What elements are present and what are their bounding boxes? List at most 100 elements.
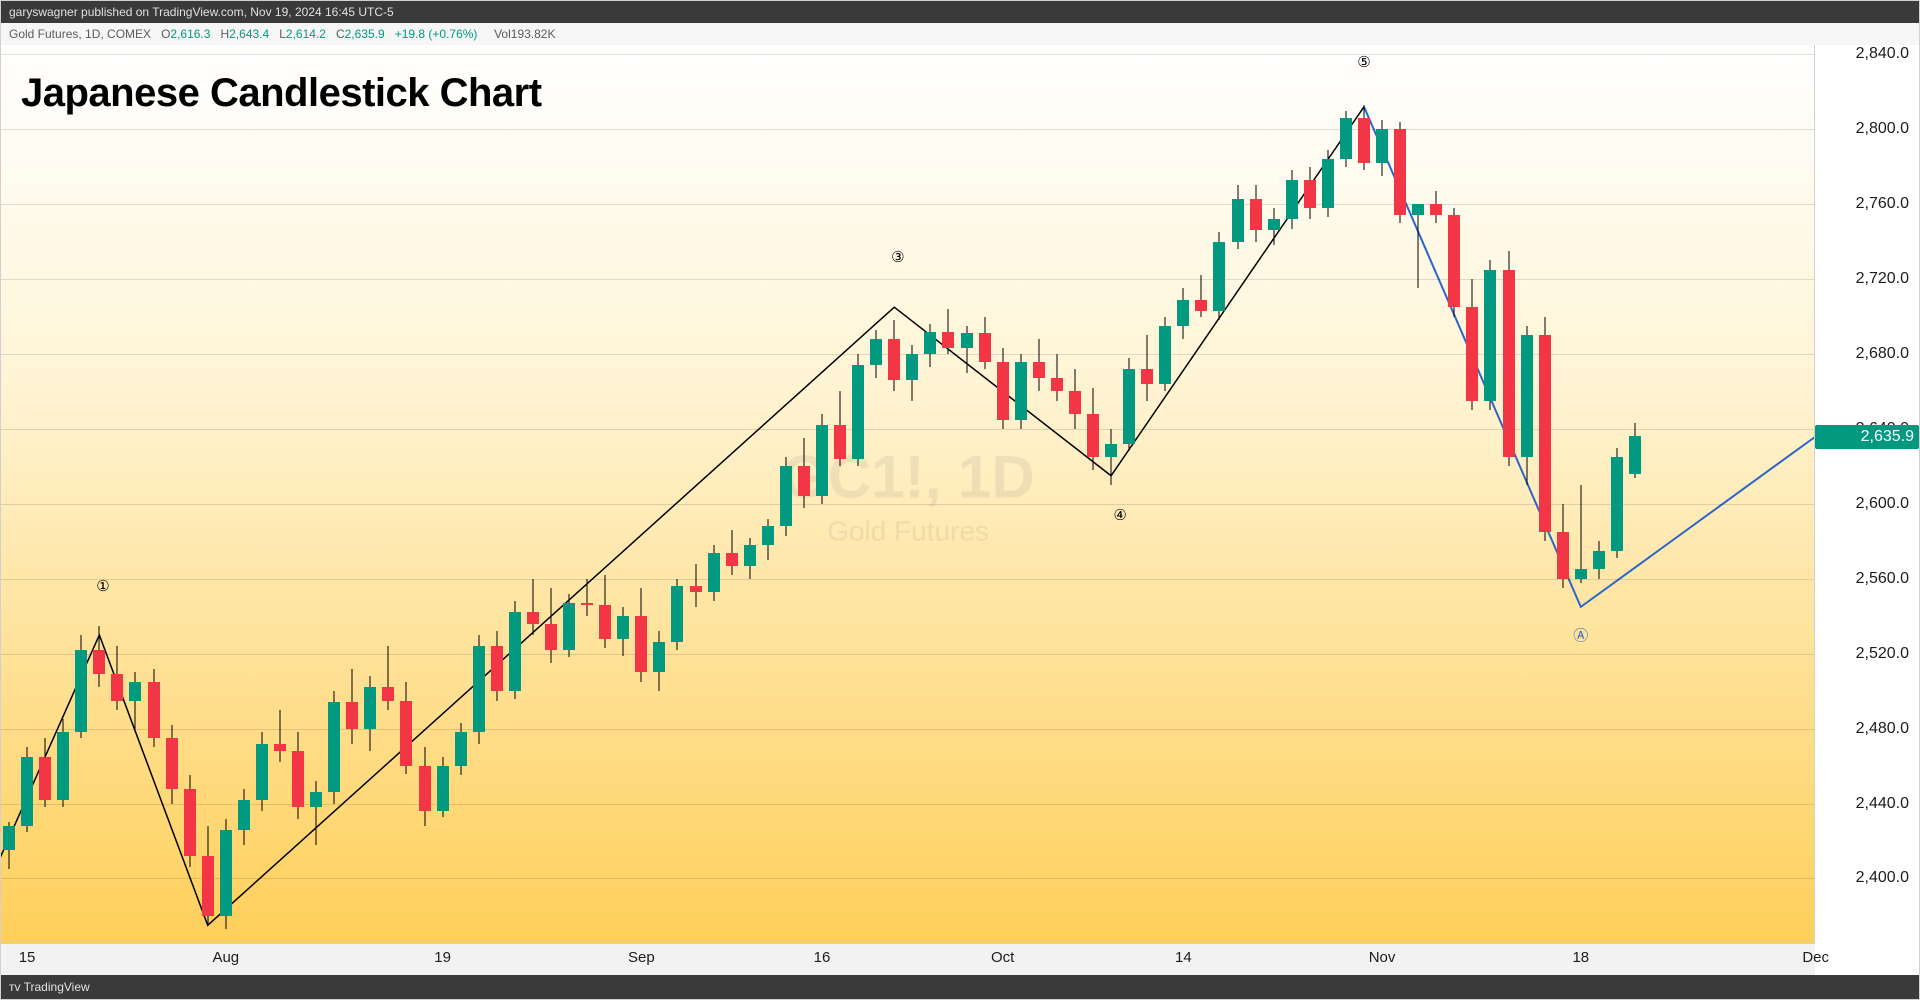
candle[interactable]: [671, 45, 683, 944]
candle[interactable]: [1611, 45, 1623, 944]
candle[interactable]: [1340, 45, 1352, 944]
candle[interactable]: [21, 45, 33, 944]
candle[interactable]: [491, 45, 503, 944]
candle[interactable]: [310, 45, 322, 944]
date-axis[interactable]: 15Aug19Sep16Oct14Nov18Dec: [1, 943, 1815, 975]
candle[interactable]: [1015, 45, 1027, 944]
candle[interactable]: [292, 45, 304, 944]
candle[interactable]: [148, 45, 160, 944]
candle[interactable]: [1177, 45, 1189, 944]
candle[interactable]: [816, 45, 828, 944]
candle[interactable]: [1304, 45, 1316, 944]
candle[interactable]: [57, 45, 69, 944]
candle[interactable]: [129, 45, 141, 944]
candle[interactable]: [382, 45, 394, 944]
candle[interactable]: [509, 45, 521, 944]
candle[interactable]: [1557, 45, 1569, 944]
candle[interactable]: [328, 45, 340, 944]
candle[interactable]: [1539, 45, 1551, 944]
candle[interactable]: [1412, 45, 1424, 944]
candle[interactable]: [1250, 45, 1262, 944]
candle[interactable]: [1087, 45, 1099, 944]
candle[interactable]: [635, 45, 647, 944]
candle[interactable]: [1629, 45, 1641, 944]
candle[interactable]: [617, 45, 629, 944]
candle-body: [961, 333, 973, 348]
candle[interactable]: [256, 45, 268, 944]
candle[interactable]: [1521, 45, 1533, 944]
candle[interactable]: [238, 45, 250, 944]
candle[interactable]: [400, 45, 412, 944]
candle[interactable]: [870, 45, 882, 944]
publish-text: garyswagner published on TradingView.com…: [9, 5, 394, 19]
candle[interactable]: [166, 45, 178, 944]
candle[interactable]: [852, 45, 864, 944]
candle[interactable]: [906, 45, 918, 944]
candle[interactable]: [545, 45, 557, 944]
candle[interactable]: [1394, 45, 1406, 944]
candle[interactable]: [184, 45, 196, 944]
candle[interactable]: [924, 45, 936, 944]
candle[interactable]: [1466, 45, 1478, 944]
candle[interactable]: [1575, 45, 1587, 944]
candle[interactable]: [437, 45, 449, 944]
candle[interactable]: [473, 45, 485, 944]
candle[interactable]: [653, 45, 665, 944]
candle[interactable]: [1322, 45, 1334, 944]
candle[interactable]: [563, 45, 575, 944]
candle[interactable]: [364, 45, 376, 944]
candle[interactable]: [1484, 45, 1496, 944]
candle[interactable]: [744, 45, 756, 944]
candle[interactable]: [93, 45, 105, 944]
candle[interactable]: [1232, 45, 1244, 944]
candle[interactable]: [888, 45, 900, 944]
candle[interactable]: [942, 45, 954, 944]
candle[interactable]: [1051, 45, 1063, 944]
price-axis[interactable]: 2,400.02,440.02,480.02,520.02,560.02,600…: [1814, 45, 1919, 944]
candle[interactable]: [346, 45, 358, 944]
candle[interactable]: [1069, 45, 1081, 944]
candle[interactable]: [1213, 45, 1225, 944]
candle[interactable]: [1503, 45, 1515, 944]
candle[interactable]: [599, 45, 611, 944]
candle-body: [1629, 436, 1641, 473]
candle[interactable]: [455, 45, 467, 944]
candle-body: [39, 757, 51, 800]
candle[interactable]: [1430, 45, 1442, 944]
candle[interactable]: [1268, 45, 1280, 944]
candle[interactable]: [220, 45, 232, 944]
candle[interactable]: [834, 45, 846, 944]
candle[interactable]: [202, 45, 214, 944]
candle[interactable]: [780, 45, 792, 944]
candle[interactable]: [1195, 45, 1207, 944]
candle-body: [1593, 551, 1605, 570]
chart-plot-area[interactable]: GC1!, 1D Gold Futures Japanese Candlesti…: [1, 45, 1815, 944]
candle[interactable]: [1358, 45, 1370, 944]
candle[interactable]: [1448, 45, 1460, 944]
candle[interactable]: [1286, 45, 1298, 944]
candle[interactable]: [1033, 45, 1045, 944]
candle[interactable]: [762, 45, 774, 944]
candle[interactable]: [3, 45, 15, 944]
candle[interactable]: [690, 45, 702, 944]
candle[interactable]: [1159, 45, 1171, 944]
candle[interactable]: [419, 45, 431, 944]
candle[interactable]: [979, 45, 991, 944]
candle[interactable]: [39, 45, 51, 944]
candle[interactable]: [798, 45, 810, 944]
candle[interactable]: [1376, 45, 1388, 944]
candle[interactable]: [708, 45, 720, 944]
candle[interactable]: [274, 45, 286, 944]
candle[interactable]: [111, 45, 123, 944]
candle[interactable]: [75, 45, 87, 944]
candle[interactable]: [1105, 45, 1117, 944]
candle[interactable]: [726, 45, 738, 944]
candle[interactable]: [1123, 45, 1135, 944]
candle[interactable]: [1593, 45, 1605, 944]
candle[interactable]: [997, 45, 1009, 944]
candle-body: [1358, 118, 1370, 163]
candle[interactable]: [527, 45, 539, 944]
candle[interactable]: [1141, 45, 1153, 944]
candle[interactable]: [581, 45, 593, 944]
candle[interactable]: [961, 45, 973, 944]
